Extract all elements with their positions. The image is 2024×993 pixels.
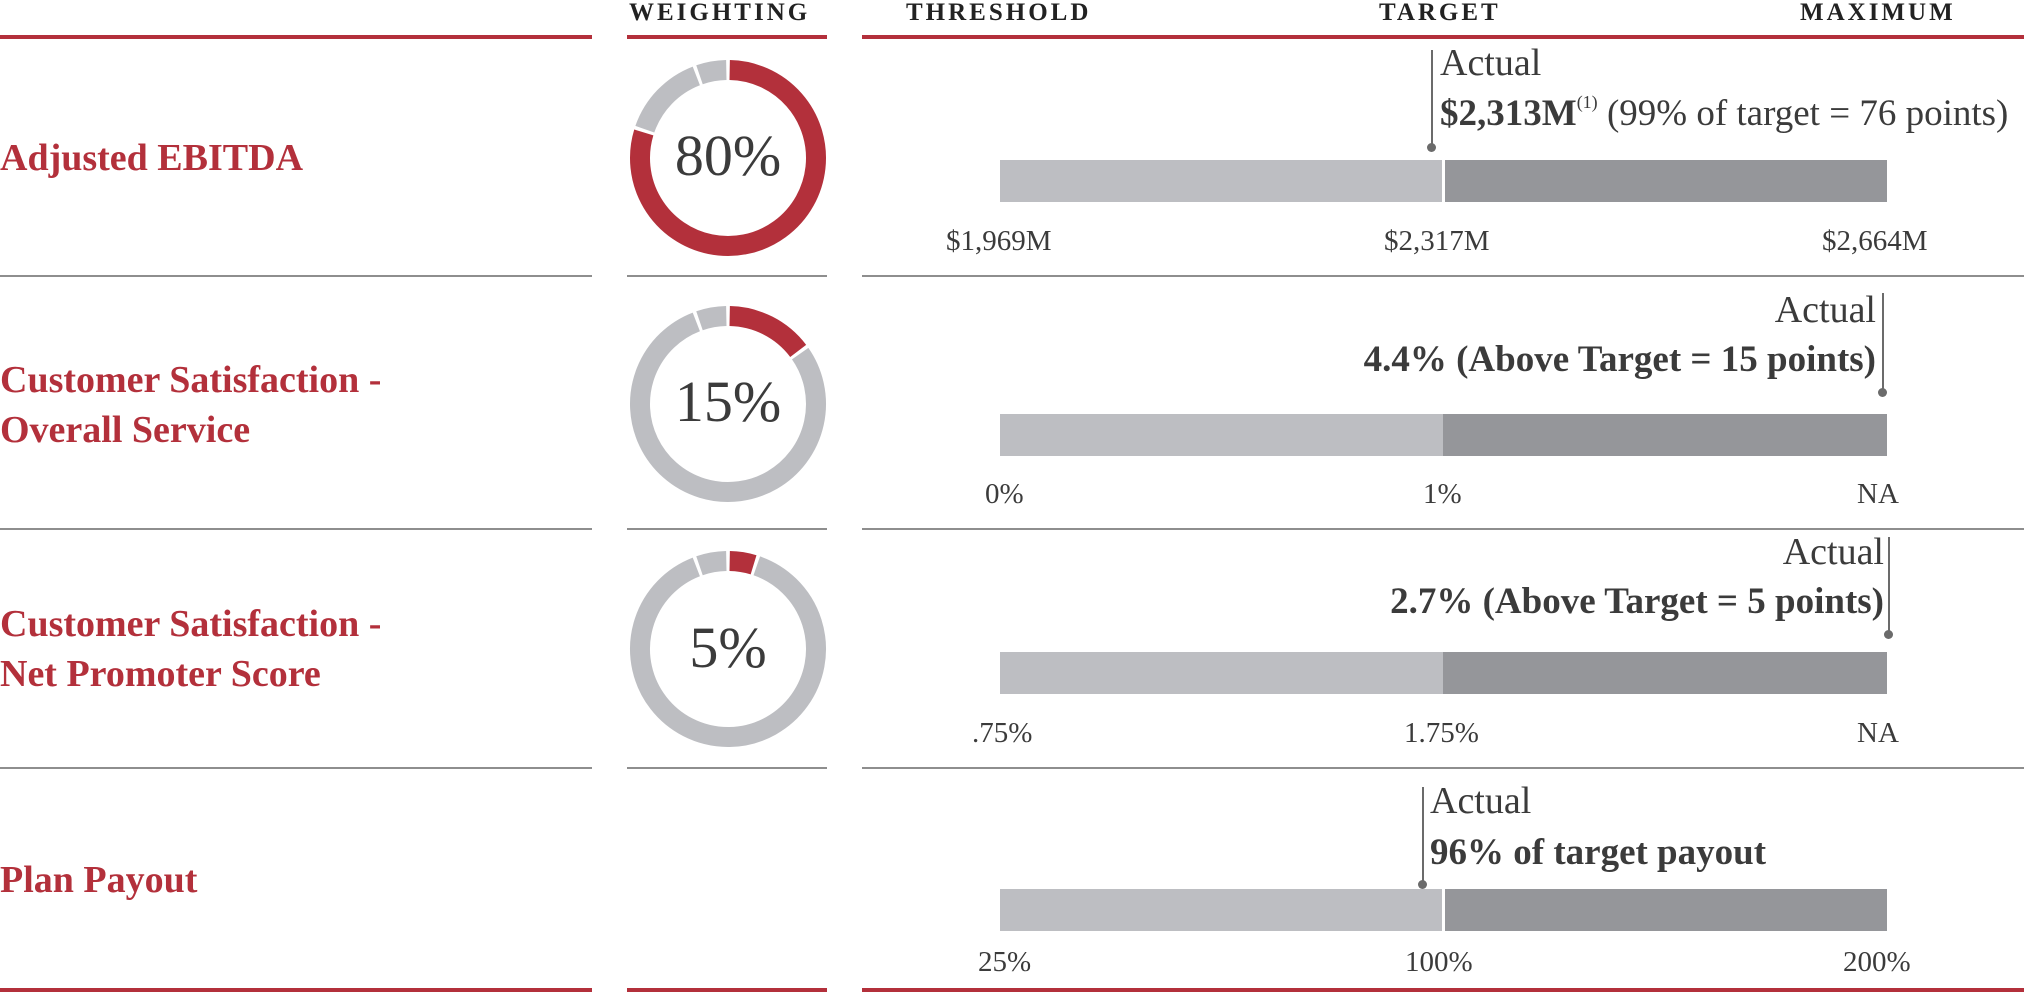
metric-label-line: Customer Satisfaction -	[0, 603, 382, 645]
row-divider	[862, 528, 2024, 530]
metric-label-line: Plan Payout	[0, 859, 198, 901]
header-threshold: THRESHOLD	[906, 0, 1092, 26]
bar-target-to-maximum-plan-payout	[1445, 889, 1887, 931]
actual-marker-dot-net-promoter	[1884, 630, 1893, 639]
weighting-value-overall-service: 15%	[674, 369, 782, 434]
metric-label-line: Customer Satisfaction -	[0, 359, 382, 401]
bottom-rule-label	[0, 988, 592, 992]
actual-value-plan-payout: 96% of target payout	[1430, 832, 1767, 873]
header-target: TARGET	[1379, 0, 1501, 26]
top-rule-label	[0, 35, 592, 39]
top-rule-range	[862, 35, 2024, 39]
actual-label-net-promoter: Actual	[1782, 531, 1884, 573]
actual-marker-dot-plan-payout	[1418, 880, 1427, 889]
header-weighting: WEIGHTING	[629, 0, 811, 26]
donut-remainder-slice	[635, 66, 701, 133]
weighting-value-net-promoter: 5%	[689, 615, 767, 680]
bar-target-to-maximum-overall-service	[1443, 414, 1887, 456]
row-divider	[0, 767, 592, 769]
actual-marker-line-ebitda	[1431, 50, 1433, 146]
donut-weight-slice	[729, 306, 807, 358]
donut-weight-slice	[729, 551, 757, 575]
tick-target-ebitda: $2,317M	[1384, 225, 1490, 257]
bar-threshold-to-target-net-promoter	[1000, 652, 1443, 694]
donut-remainder-slice	[630, 312, 826, 502]
metric-label-line: Adjusted EBITDA	[0, 137, 304, 179]
weighting-donut-adjusted-ebitda	[630, 60, 826, 256]
weighting-donut-overall-service	[630, 306, 826, 502]
tick-threshold-ebitda: $1,969M	[946, 225, 1052, 257]
actual-value-net-promoter: 2.7% (Above Target = 5 points)	[1390, 581, 1884, 622]
actual-marker-dot-ebitda	[1427, 143, 1436, 152]
bottom-rule-weighting	[627, 988, 827, 992]
row-divider	[627, 767, 827, 769]
tick-target-plan-payout: 100%	[1405, 946, 1473, 978]
donut-remainder-slice	[696, 60, 727, 85]
actual-marker-line-plan-payout	[1422, 787, 1424, 883]
tick-threshold-overall-service: 0%	[985, 478, 1024, 510]
actual-value-overall-service: 4.4% (Above Target = 15 points)	[1363, 339, 1876, 380]
header-maximum: MAXIMUM	[1800, 0, 1956, 26]
top-rule-weighting	[627, 35, 827, 39]
actual-marker-line-overall-service	[1882, 293, 1884, 391]
row-divider	[862, 767, 2024, 769]
tick-maximum-overall-service: NA	[1857, 478, 1899, 510]
metric-label-overall-service: Customer Satisfaction - Overall Service	[0, 355, 381, 455]
row-divider	[862, 275, 2024, 277]
tick-target-overall-service: 1%	[1423, 478, 1462, 510]
donut-remainder-slice	[630, 556, 826, 747]
weighting-value-adjusted-ebitda: 80%	[674, 123, 782, 188]
actual-label-plan-payout: Actual	[1430, 780, 1532, 822]
metric-label-adjusted-ebitda: Adjusted EBITDA	[0, 133, 303, 183]
bar-threshold-to-target-ebitda	[1000, 160, 1442, 202]
actual-marker-line-net-promoter	[1888, 537, 1890, 633]
row-divider	[627, 275, 827, 277]
tick-maximum-plan-payout: 200%	[1843, 946, 1911, 978]
weighting-donut-net-promoter	[630, 551, 826, 747]
tick-maximum-net-promoter: NA	[1857, 717, 1899, 749]
metric-label-line: Net Promoter Score	[0, 653, 321, 695]
tick-maximum-ebitda: $2,664M	[1822, 225, 1928, 257]
bar-target-to-maximum-net-promoter	[1443, 652, 1887, 694]
bar-threshold-to-target-plan-payout	[1000, 889, 1442, 931]
row-divider	[0, 275, 592, 277]
actual-label-ebitda: Actual	[1440, 42, 1542, 84]
metric-label-line: Overall Service	[0, 409, 251, 451]
donut-remainder-slice	[696, 306, 727, 331]
metric-label-net-promoter: Customer Satisfaction - Net Promoter Sco…	[0, 599, 381, 699]
bar-target-to-maximum-ebitda	[1445, 160, 1887, 202]
actual-marker-dot-overall-service	[1878, 388, 1887, 397]
row-divider	[0, 528, 592, 530]
row-divider	[627, 528, 827, 530]
tick-threshold-plan-payout: 25%	[978, 946, 1032, 978]
tick-threshold-net-promoter: .75%	[972, 717, 1033, 749]
actual-label-overall-service: Actual	[1774, 289, 1876, 331]
metric-label-plan-payout: Plan Payout	[0, 855, 197, 905]
actual-value-ebitda: $2,313M(1) (99% of target = 76 points)	[1440, 92, 2009, 134]
donut-weight-slice	[630, 60, 826, 256]
tick-target-net-promoter: 1.75%	[1404, 717, 1479, 749]
bar-threshold-to-target-overall-service	[1000, 414, 1443, 456]
donut-remainder-slice	[696, 551, 727, 576]
bottom-rule-range	[862, 988, 2024, 992]
